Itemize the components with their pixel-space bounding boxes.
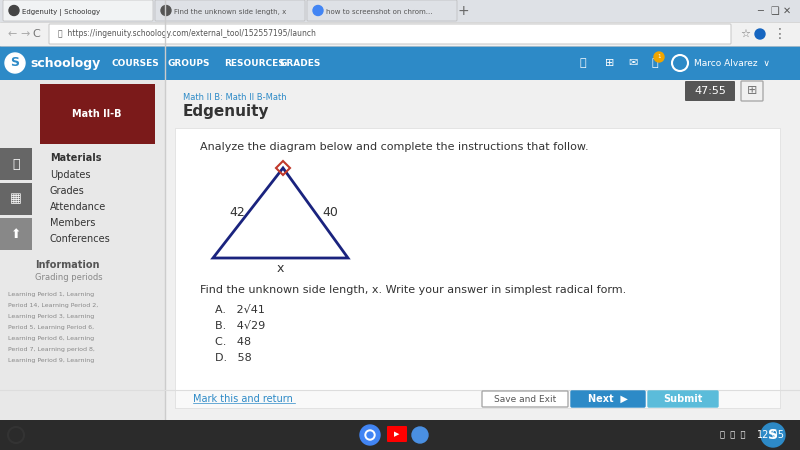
Text: schoology: schoology: [30, 57, 100, 69]
Text: Mark this and return: Mark this and return: [193, 394, 293, 404]
Text: 🔒  https://ingenuity.schoology.com/external_tool/152557195/launch: 🔒 https://ingenuity.schoology.com/extern…: [58, 30, 316, 39]
Text: ⬆: ⬆: [10, 228, 22, 240]
Text: ⊞: ⊞: [746, 85, 758, 98]
Text: GROUPS: GROUPS: [168, 58, 210, 68]
Text: Edgenuity: Edgenuity: [183, 104, 270, 119]
Text: S: S: [768, 428, 778, 442]
Text: Edgenuity | Schoology: Edgenuity | Schoology: [22, 9, 100, 15]
Text: RESOURCES: RESOURCES: [224, 58, 285, 68]
Circle shape: [755, 29, 765, 39]
Circle shape: [654, 52, 664, 62]
Text: Save and Exit: Save and Exit: [494, 395, 556, 404]
Text: Materials: Materials: [50, 153, 102, 163]
Circle shape: [412, 427, 428, 443]
FancyBboxPatch shape: [49, 24, 731, 44]
Text: ▶: ▶: [394, 431, 400, 437]
Text: 1: 1: [658, 54, 661, 59]
Text: ✉: ✉: [628, 58, 638, 68]
Text: ⋮: ⋮: [773, 27, 787, 41]
FancyBboxPatch shape: [307, 0, 457, 21]
Text: 12:05: 12:05: [757, 430, 785, 440]
Text: Period 5, Learning Period 6,: Period 5, Learning Period 6,: [8, 325, 94, 330]
Text: →: →: [20, 29, 30, 39]
Text: C.   48: C. 48: [215, 337, 251, 347]
Bar: [0, 80, 165, 420]
Bar: [0, 22, 800, 46]
Text: S: S: [10, 57, 19, 69]
Text: Learning Period 6, Learning: Learning Period 6, Learning: [8, 336, 94, 341]
Text: Find the unknown side length, x. Write your answer in simplest radical form.: Find the unknown side length, x. Write y…: [200, 285, 626, 295]
FancyBboxPatch shape: [387, 426, 407, 442]
Bar: [175, 128, 780, 408]
Text: Members: Members: [50, 218, 95, 228]
Text: ☆: ☆: [740, 29, 750, 39]
Text: Marco Alvarez  ∨: Marco Alvarez ∨: [694, 58, 770, 68]
Text: Learning Period 9, Learning: Learning Period 9, Learning: [8, 358, 94, 363]
Text: COURSES: COURSES: [112, 58, 160, 68]
Text: ⊞: ⊞: [605, 58, 614, 68]
Text: Information: Information: [35, 260, 99, 270]
Text: Learning Period 3, Learning: Learning Period 3, Learning: [8, 314, 94, 319]
Text: Attendance: Attendance: [50, 202, 106, 212]
Circle shape: [5, 53, 25, 73]
Bar: [0, 80, 800, 420]
Text: Conferences: Conferences: [50, 234, 110, 244]
Circle shape: [367, 432, 373, 438]
FancyBboxPatch shape: [155, 0, 305, 21]
Text: A.   2√41: A. 2√41: [215, 305, 265, 315]
Circle shape: [313, 5, 323, 15]
Text: Updates: Updates: [50, 170, 90, 180]
Text: B.   4√29: B. 4√29: [215, 321, 266, 331]
Text: Submit: Submit: [663, 394, 702, 404]
Bar: [165, 80, 800, 420]
Text: Analyze the diagram below and complete the instructions that follow.: Analyze the diagram below and complete t…: [200, 142, 589, 152]
Text: Find the unknown side length, x: Find the unknown side length, x: [174, 9, 286, 15]
Text: how to screenshot on chrom...: how to screenshot on chrom...: [326, 9, 433, 15]
Text: 42: 42: [229, 206, 245, 219]
Text: ❑: ❑: [770, 6, 778, 16]
Bar: [0, 218, 32, 250]
Text: Next  ▶: Next ▶: [588, 394, 628, 404]
Text: Math II-B: Math II-B: [72, 109, 122, 119]
Text: ▦: ▦: [10, 193, 22, 206]
Text: 40: 40: [322, 206, 338, 219]
Bar: [0, 0, 800, 22]
Circle shape: [365, 430, 375, 440]
Bar: [40, 84, 155, 144]
Text: Period 7, Learning period 8,: Period 7, Learning period 8,: [8, 347, 95, 352]
Circle shape: [161, 5, 171, 15]
Text: ✕: ✕: [783, 6, 791, 16]
Text: ─: ─: [757, 6, 763, 16]
Bar: [0, 420, 800, 450]
FancyBboxPatch shape: [482, 391, 568, 407]
Circle shape: [360, 425, 380, 445]
Circle shape: [9, 5, 19, 15]
FancyBboxPatch shape: [571, 391, 645, 407]
Bar: [0, 46, 800, 80]
Text: 🔊  📶  🔋: 🔊 📶 🔋: [720, 431, 746, 440]
Text: D.   58: D. 58: [215, 353, 252, 363]
Text: Period 14, Learning Period 2,: Period 14, Learning Period 2,: [8, 303, 98, 308]
Text: Grading periods: Grading periods: [35, 274, 102, 283]
Bar: [0, 148, 32, 180]
Text: +: +: [457, 4, 469, 18]
Text: 🔔: 🔔: [651, 58, 658, 68]
Text: 🔍: 🔍: [580, 58, 586, 68]
Text: C: C: [32, 29, 40, 39]
Text: Grades: Grades: [50, 186, 85, 196]
Text: x: x: [276, 261, 284, 274]
FancyBboxPatch shape: [685, 81, 735, 101]
Text: ←: ←: [8, 29, 18, 39]
Text: GRADES: GRADES: [280, 58, 322, 68]
Text: 47:55: 47:55: [694, 86, 726, 96]
Bar: [0, 183, 32, 215]
Text: 🎧: 🎧: [12, 158, 20, 171]
FancyBboxPatch shape: [648, 391, 718, 407]
Bar: [175, 390, 780, 408]
Circle shape: [761, 423, 785, 447]
Text: Learning Period 1, Learning: Learning Period 1, Learning: [8, 292, 94, 297]
FancyBboxPatch shape: [3, 0, 153, 21]
Text: Math II B: Math II B-Math: Math II B: Math II B-Math: [183, 93, 286, 102]
